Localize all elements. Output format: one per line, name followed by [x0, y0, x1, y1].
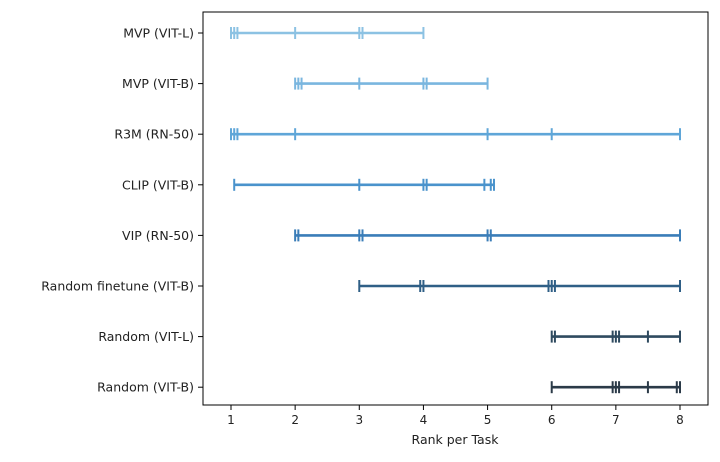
plot-frame: [202, 11, 709, 406]
x-axis-label: Rank per Task: [412, 432, 500, 447]
row-7: Random (VIT-B): [97, 380, 681, 395]
row-label: R3M (RN-50): [114, 127, 194, 142]
x-tick-label-3: 3: [355, 413, 363, 427]
x-tick-label-6: 6: [548, 413, 556, 427]
row-1: MVP (VIT-B): [122, 76, 489, 91]
row-label: Random (VIT-B): [97, 380, 194, 395]
row-0: MVP (VIT-L): [123, 26, 425, 41]
x-tick-label-4: 4: [420, 413, 428, 427]
row-label: Random (VIT-L): [98, 329, 194, 344]
x-tick-label-8: 8: [676, 413, 684, 427]
x-tick-label-1: 1: [227, 413, 235, 427]
x-tick-label-7: 7: [612, 413, 620, 427]
row-label: MVP (VIT-B): [122, 76, 194, 91]
row-5: Random finetune (VIT-B): [41, 279, 681, 294]
row-6: Random (VIT-L): [98, 329, 681, 344]
x-tick-label-5: 5: [484, 413, 492, 427]
x-tick-label-2: 2: [291, 413, 299, 427]
row-label: Random finetune (VIT-B): [41, 279, 194, 294]
row-label: CLIP (VIT-B): [122, 177, 194, 192]
row-3: CLIP (VIT-B): [122, 177, 495, 192]
row-label: MVP (VIT-L): [123, 26, 194, 41]
rank-rows: MVP (VIT-L) MVP (VIT-B) R3M (RN-50) CLIP (V…: [41, 26, 681, 395]
row-4: VIP (RN-50): [122, 228, 681, 243]
row-2: R3M (RN-50): [114, 127, 681, 142]
x-axis: 1 2 3 4 5 6 7 8: [227, 405, 684, 427]
row-label: VIP (RN-50): [122, 228, 194, 243]
